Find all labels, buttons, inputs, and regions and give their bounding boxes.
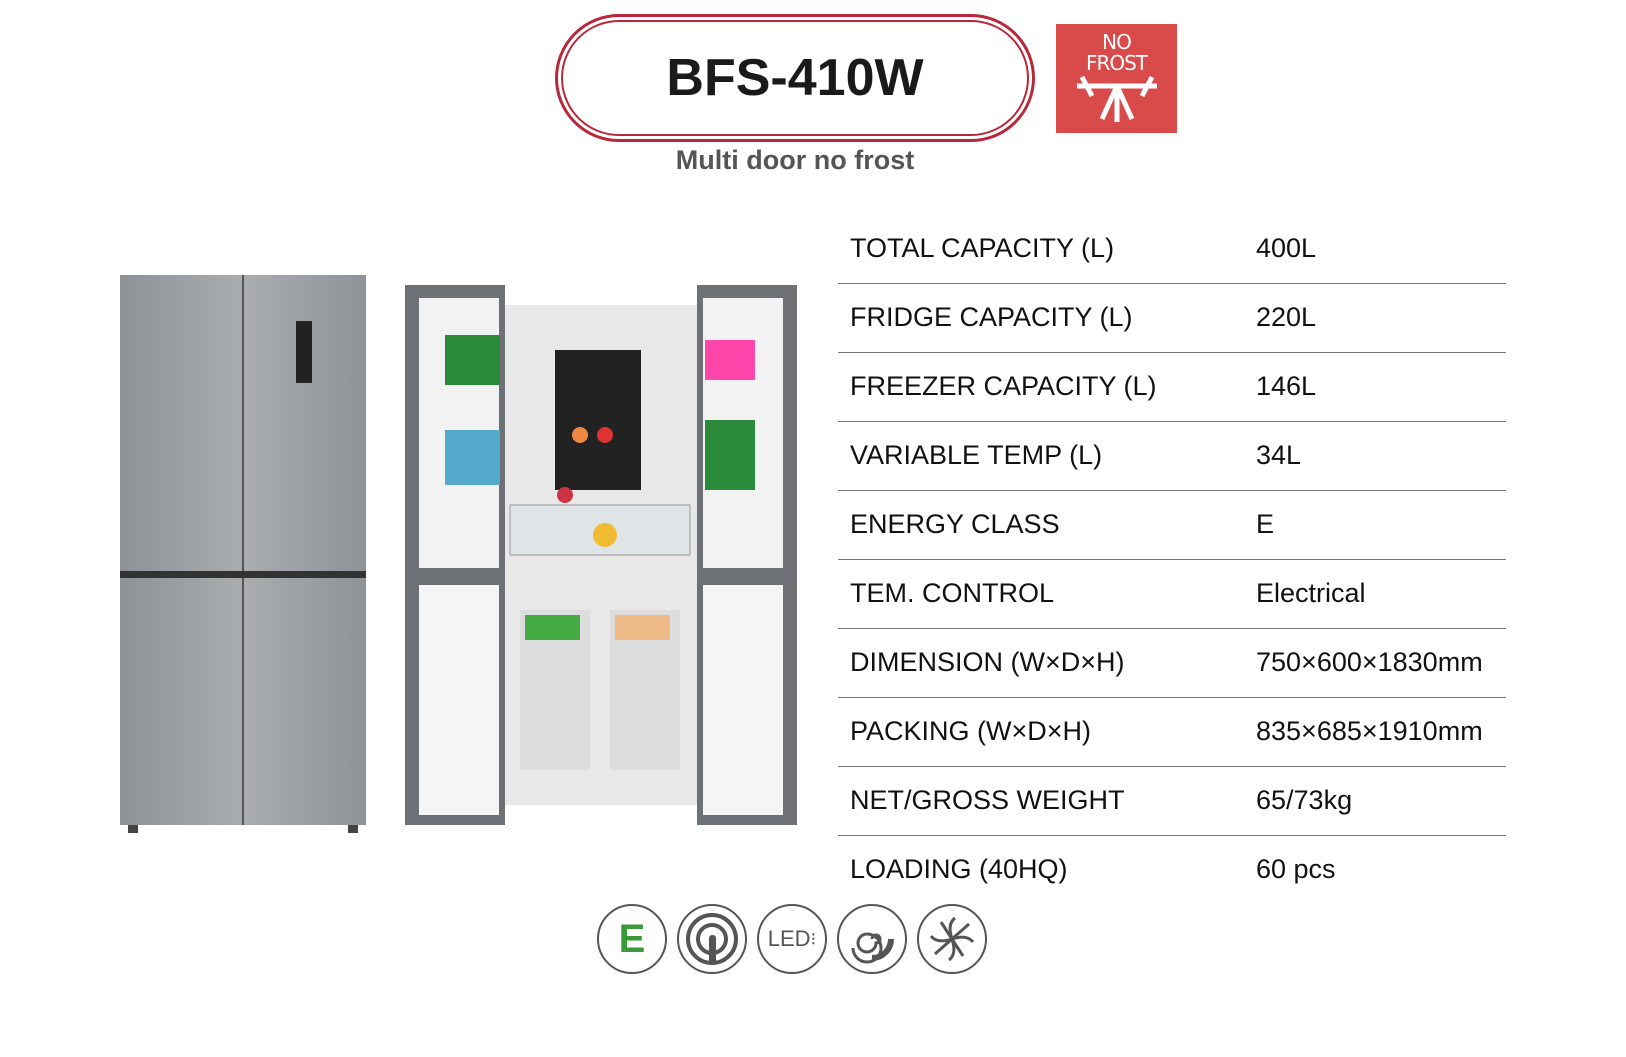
energy-letter: E — [618, 916, 646, 961]
spec-label: LOADING (40HQ) — [850, 854, 1068, 884]
model-badge: BFS-410W — [555, 14, 1035, 142]
spec-row: DIMENSION (W×D×H) 750×600×1830mm — [838, 629, 1506, 698]
spec-value: 34L — [1256, 440, 1302, 470]
spec-row: PACKING (W×D×H) 835×685×1910mm — [838, 698, 1506, 767]
spec-value: 220L — [1256, 302, 1317, 332]
spec-value: 400L — [1256, 233, 1317, 263]
fridge-closed-image — [120, 275, 366, 833]
spiral-cooling-icon — [837, 904, 907, 974]
no-frost-badge: NO FROST — [1056, 24, 1177, 133]
spec-label: DIMENSION (W×D×H) — [850, 647, 1125, 677]
touch-control-icon — [677, 904, 747, 974]
spec-row: FRIDGE CAPACITY (L) 220L — [838, 284, 1506, 353]
energy-class-icon: E — [597, 904, 667, 974]
subtitle: Multi door no frost — [675, 145, 915, 175]
badge-line2: FROST — [1085, 51, 1148, 75]
spec-row: TOTAL CAPACITY (L) 400L — [838, 215, 1506, 284]
spec-row: NET/GROSS WEIGHT 65/73kg — [838, 767, 1506, 836]
feature-icons: E LED ⁝ — [597, 904, 987, 974]
spec-label: FREEZER CAPACITY (L) — [850, 371, 1157, 401]
spec-label: ENERGY CLASS — [850, 509, 1060, 539]
spec-row: TEM. CONTROL Electrical — [838, 560, 1506, 629]
spec-row: FREEZER CAPACITY (L) 146L — [838, 353, 1506, 422]
spec-value: Electrical — [1256, 578, 1366, 608]
snowflake-icon — [1076, 75, 1157, 122]
spec-row: LOADING (40HQ) 60 pcs — [838, 836, 1506, 905]
fridge-open-image — [405, 285, 797, 825]
spec-row: ENERGY CLASS E — [838, 491, 1506, 560]
spec-value: 835×685×1910mm — [1256, 716, 1483, 746]
spec-value: 146L — [1256, 371, 1317, 401]
fan-icon — [917, 904, 987, 974]
spec-value: 60 pcs — [1256, 854, 1336, 884]
led-label: LED — [767, 926, 811, 951]
badge-line1: NO — [1102, 30, 1132, 54]
spec-label: PACKING (W×D×H) — [850, 716, 1092, 746]
spec-label: TEM. CONTROL — [850, 578, 1055, 608]
spec-value: E — [1256, 509, 1275, 539]
spec-value: 750×600×1830mm — [1256, 647, 1483, 677]
spec-row: VARIABLE TEMP (L) 34L — [838, 422, 1506, 491]
spec-label: FRIDGE CAPACITY (L) — [850, 302, 1133, 332]
spec-label: NET/GROSS WEIGHT — [850, 785, 1125, 815]
spec-value: 65/73kg — [1256, 785, 1353, 815]
spec-label: TOTAL CAPACITY (L) — [850, 233, 1115, 263]
spec-label: VARIABLE TEMP (L) — [850, 440, 1103, 470]
model-name: BFS-410W — [561, 20, 1029, 136]
spec-table: TOTAL CAPACITY (L) 400L FRIDGE CAPACITY (… — [838, 215, 1506, 905]
led-light-icon: LED ⁝ — [757, 904, 827, 974]
